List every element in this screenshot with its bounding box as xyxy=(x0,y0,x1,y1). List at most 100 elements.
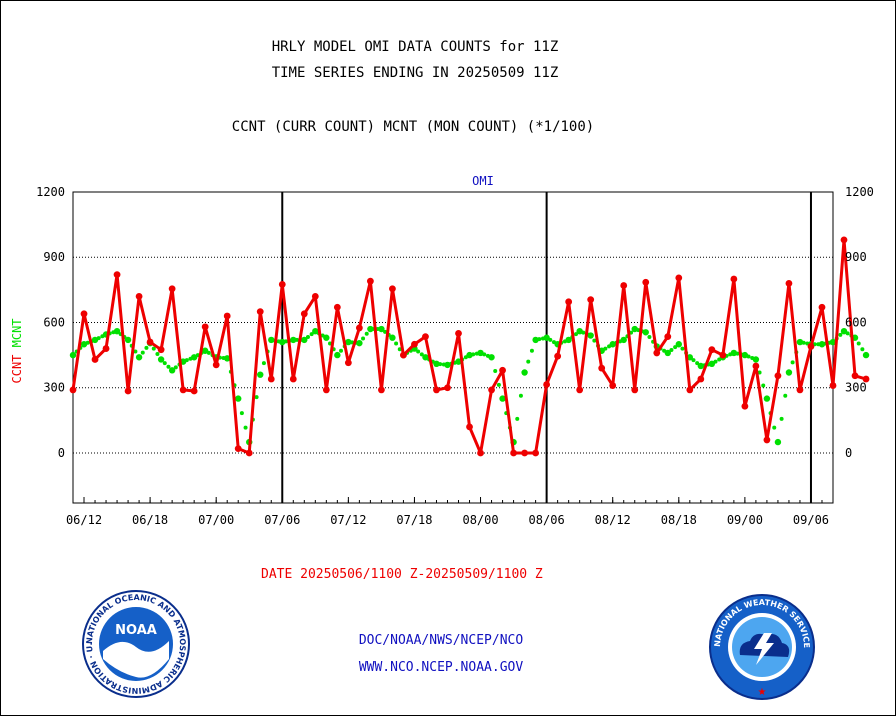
mcnt-point xyxy=(157,356,165,363)
axis-layer xyxy=(72,191,834,504)
mcnt-dot-segment xyxy=(860,347,865,352)
ccnt-point xyxy=(752,362,760,370)
ccnt-point xyxy=(741,402,749,410)
mcnt-point xyxy=(708,360,716,368)
x-tick-label: 08/06 xyxy=(529,513,565,527)
mcnt-point xyxy=(697,362,705,370)
mcnt-dot-segment xyxy=(573,332,578,337)
ccnt-point xyxy=(267,375,275,383)
ccnt-point xyxy=(311,292,319,300)
mcnt-dot-segment xyxy=(518,393,523,398)
mcnt-point xyxy=(796,338,804,346)
ccnt-point xyxy=(488,386,495,394)
ccnt-point xyxy=(355,324,363,332)
mcnt-point xyxy=(268,336,275,344)
ccnt-point xyxy=(510,449,517,457)
mcnt-point xyxy=(631,325,638,333)
date-range-label: DATE 20250506/1100 Z-20250509/1100 Z xyxy=(261,567,543,582)
mcnt-point xyxy=(323,334,330,341)
mcnt-point xyxy=(334,351,341,359)
ccnt-point xyxy=(862,375,870,383)
ccnt-point xyxy=(851,372,859,380)
ccnt-point xyxy=(278,281,286,288)
ccnt-point xyxy=(223,312,231,320)
mcnt-point xyxy=(752,356,760,363)
org-line: DOC/NOAA/NWS/NCEP/NCO xyxy=(358,633,524,648)
plot-frame xyxy=(72,191,834,504)
ccnt-point xyxy=(499,366,506,374)
noaa-logo: NATIONAL OCEANIC AND ATMOSPHERIC ADMINIS… xyxy=(81,589,190,698)
mcnt-dot-segment xyxy=(162,361,167,366)
ccnt-point xyxy=(686,386,694,394)
ccnt-point xyxy=(80,310,88,318)
mcnt-dot-segment xyxy=(772,425,777,430)
mcnt-dot-segment xyxy=(361,336,366,341)
mcnt-dot-segment xyxy=(691,358,696,363)
mcnt-dot-segment xyxy=(695,361,700,366)
grid-layer xyxy=(73,192,833,503)
mcnt-point xyxy=(367,325,374,333)
mcnt-point xyxy=(224,355,231,362)
mcnt-point xyxy=(741,351,749,359)
mcnt-dot-segment xyxy=(856,341,861,346)
ccnt-point xyxy=(719,351,727,359)
mcnt-point xyxy=(168,367,176,374)
x-tick-label: 09/06 xyxy=(793,513,829,527)
x-tick-label: 09/00 xyxy=(727,513,763,527)
ccnt-point xyxy=(411,340,418,348)
mcnt-dot-segment xyxy=(669,348,674,353)
ccnt-point xyxy=(576,386,584,394)
ccnt-point xyxy=(102,345,110,352)
ccnt-point xyxy=(69,386,77,394)
ccnt-point xyxy=(708,346,716,354)
ccnt-point xyxy=(212,361,220,369)
chart-title-line-1: HRLY MODEL OMI DATA COUNTS for 11Z xyxy=(271,39,559,55)
mcnt-dot-segment xyxy=(757,370,762,375)
nws-star-icon: ★ xyxy=(758,687,767,698)
ccnt-point xyxy=(785,279,793,287)
chart-series-title: OMI xyxy=(472,174,494,188)
mcnt-point xyxy=(488,354,495,361)
mcnt-point xyxy=(378,325,385,333)
mcnt-point xyxy=(201,347,209,354)
mcnt-dot-segment xyxy=(419,352,424,357)
ccnt-point xyxy=(763,436,771,444)
mcnt-dot-segment xyxy=(673,345,678,350)
ccnt-point xyxy=(818,303,826,311)
ccnt-point xyxy=(675,274,683,282)
mcnt-point xyxy=(499,395,506,402)
ccnt-point xyxy=(234,445,242,453)
mcnt-dot-segment xyxy=(592,338,597,343)
mcnt-point xyxy=(587,332,594,339)
mcnt-dot-segment xyxy=(779,416,784,421)
mcnt-dot-segment xyxy=(261,361,266,366)
mcnt-dot-segment xyxy=(761,383,766,388)
y-tick-label-left: 300 xyxy=(43,381,65,395)
ccnt-point xyxy=(179,386,187,394)
mcnt-point xyxy=(829,338,837,346)
ccnt-point xyxy=(146,338,154,346)
y-tick-label-right: 1200 xyxy=(845,185,874,199)
x-tick-label: 07/12 xyxy=(330,513,366,527)
ccnt-point xyxy=(322,386,330,394)
x-tick-label: 07/00 xyxy=(198,513,234,527)
mcnt-dot-segment xyxy=(515,416,520,421)
mcnt-point xyxy=(862,351,870,359)
chart-subtitle: CCNT (CURR COUNT) MCNT (MON COUNT) (*1/1… xyxy=(231,119,595,135)
y-axis-label: CCNT MCNT xyxy=(10,318,24,383)
ccnt-point xyxy=(620,282,628,289)
nws-logo: NATIONAL WEATHER SERVICE ★ xyxy=(709,594,815,700)
ccnt-point xyxy=(444,384,451,392)
ccnt-point xyxy=(664,333,672,341)
ccnt-point xyxy=(124,387,132,395)
ccnt-point xyxy=(113,271,121,279)
ccnt-point xyxy=(477,449,484,457)
website-link[interactable]: WWW.NCO.NCEP.NOAA.GOV xyxy=(358,660,524,675)
mcnt-point xyxy=(532,336,539,344)
mcnt-dot-segment xyxy=(133,349,138,354)
ccnt-point xyxy=(565,298,573,306)
mcnt-point xyxy=(675,341,682,348)
mcnt-point xyxy=(840,327,848,335)
y-tick-label-left: 900 xyxy=(43,250,65,264)
mcnt-point xyxy=(642,329,649,336)
